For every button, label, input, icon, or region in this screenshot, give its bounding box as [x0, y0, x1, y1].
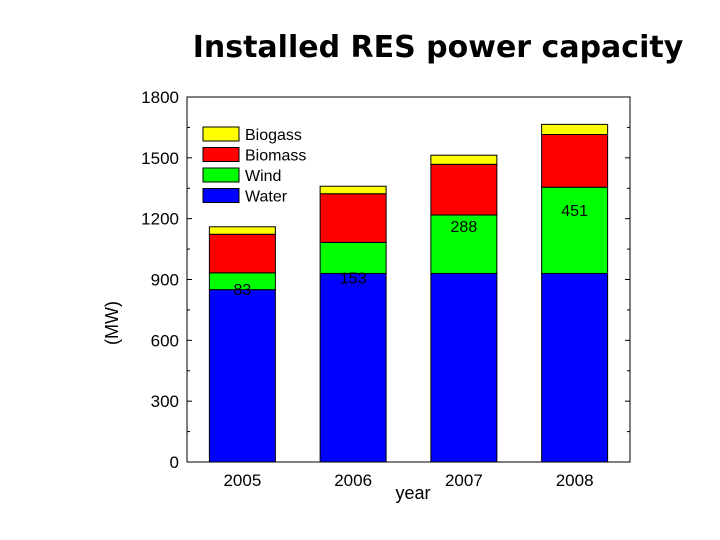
legend-label-biomass: Biomass [245, 148, 306, 165]
y-tick-label: 300 [151, 392, 179, 411]
bar-water-2005 [208, 289, 276, 463]
legend-swatch-biomass [202, 147, 240, 162]
legend: Biogass Biomass Wind Water [202, 126, 306, 206]
chart-title: Installed RES power capacity [193, 30, 684, 65]
bar-biomass-2007 [430, 163, 498, 216]
x-axis: 2005 2006 2007 2008 [223, 471, 593, 490]
bar-wind-2007 [430, 214, 498, 274]
x-tick-label: 2005 [223, 471, 261, 490]
bar-biomass-2006 [319, 193, 387, 243]
x-tick-label: 2007 [445, 471, 483, 490]
bars [208, 123, 609, 463]
bar-water-2006 [319, 272, 387, 463]
bar-biomass-2008 [541, 134, 609, 188]
legend-swatch-water [202, 188, 240, 203]
bar-wind-2006 [319, 241, 387, 274]
x-axis-label: year [395, 483, 430, 503]
x-tick-label: 2008 [556, 471, 594, 490]
y-axis-label: (MW) [102, 301, 122, 345]
bar-water-2007 [430, 272, 498, 463]
y-tick-label: 900 [151, 271, 179, 290]
bar-biogass-2008 [541, 123, 609, 136]
bar-biogass-2007 [430, 154, 498, 165]
wind-data-label: 83 [233, 282, 251, 299]
wind-data-label: 153 [340, 270, 367, 287]
y-axis: 0 300 600 900 1200 1500 1800 [141, 88, 630, 472]
y-tick-label: 0 [170, 453, 179, 472]
wind-data-label: 451 [561, 203, 588, 220]
bar-biogass-2006 [319, 185, 387, 195]
bar-water-2008 [541, 272, 609, 463]
legend-label-wind: Wind [245, 168, 281, 185]
data-labels: 83 153 288 451 [233, 203, 588, 299]
wind-data-label: 288 [451, 219, 478, 236]
bar-wind-2008 [541, 186, 609, 274]
legend-label-water: Water [245, 189, 288, 206]
x-tick-label: 2006 [334, 471, 372, 490]
legend-swatch-biogass [202, 126, 240, 142]
y-tick-label: 600 [151, 331, 179, 350]
legend-label-biogass: Biogass [245, 127, 302, 144]
bar-biogass-2005 [208, 226, 276, 235]
y-tick-label: 1500 [141, 149, 179, 168]
bar-biomass-2005 [208, 233, 276, 274]
y-tick-label: 1800 [141, 88, 179, 107]
legend-swatch-wind [202, 167, 240, 183]
y-tick-label: 1200 [141, 210, 179, 229]
